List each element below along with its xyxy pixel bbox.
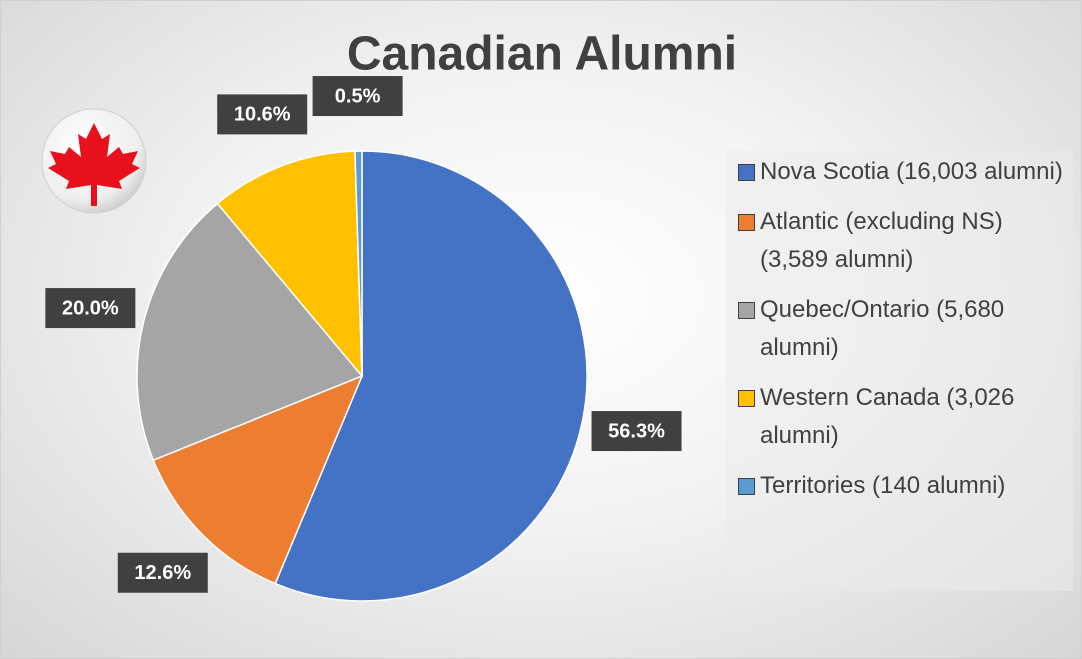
- data-label: 10.6%: [234, 104, 291, 126]
- data-label-bg: [312, 76, 403, 117]
- legend-swatch: [738, 164, 755, 181]
- flag-icon: [41, 108, 147, 214]
- legend-label: Nova Scotia (16,003 alumni): [760, 158, 1063, 185]
- data-label: 12.6%: [134, 562, 191, 584]
- legend-entry: Territories (140 alumni): [726, 467, 1073, 505]
- pie-slice: [216, 150, 363, 379]
- data-label-bg: [45, 288, 136, 329]
- legend-swatch: [738, 214, 755, 231]
- legend-label: Territories (140 alumni): [760, 472, 1006, 499]
- pie-slice: [274, 150, 588, 602]
- legend-swatch: [738, 478, 755, 495]
- data-label: 0.5%: [335, 85, 381, 107]
- legend: Nova Scotia (16,003 alumni) Atlantic (exc…: [726, 151, 1073, 591]
- legend-swatch: [738, 302, 755, 319]
- data-label-bg: [217, 94, 308, 135]
- data-label: 20.0%: [62, 297, 119, 319]
- pie-slice: [136, 202, 364, 462]
- chart-title: Canadian Alumni: [347, 28, 737, 81]
- data-label: 56.3%: [608, 420, 665, 442]
- legend-entry: Western Canada (3,026 alumni): [726, 379, 1073, 455]
- legend-entry: Quebec/Ontario (5,680 alumni): [726, 291, 1073, 367]
- legend-entry: Nova Scotia (16,003 alumni): [726, 153, 1073, 191]
- legend-label: Quebec/Ontario (5,680 alumni): [760, 296, 1005, 361]
- pie-slice: [354, 150, 363, 377]
- legend-label: Western Canada (3,026 alumni): [760, 384, 1015, 449]
- pie: 56.3% 12.6% 20.0% 10.6% 0.5%: [45, 76, 682, 602]
- data-label-bg: [591, 411, 682, 452]
- legend-label: Atlantic (excluding NS) (3,589 alumni): [760, 208, 1003, 273]
- data-label-bg: [117, 552, 208, 593]
- legend-swatch: [738, 390, 755, 407]
- pie-slice: [152, 374, 364, 585]
- legend-entry: Atlantic (excluding NS) (3,589 alumni): [726, 203, 1073, 279]
